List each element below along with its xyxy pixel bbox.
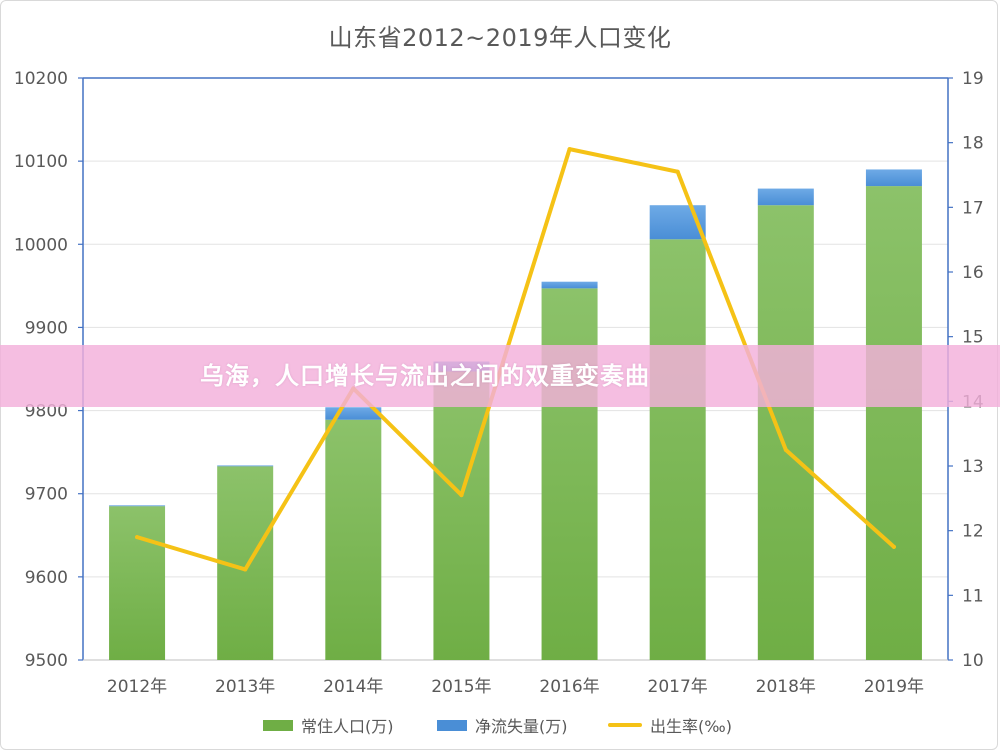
birth-rate-point [891,544,896,549]
x-tick-label: 2018年 [756,677,816,697]
chart-title: 山东省2012~2019年人口变化 [328,24,672,52]
left-tick-label: 10000 [14,235,68,255]
bar-outflow [757,188,814,206]
right-tick-label: 19 [962,69,984,89]
chart-legend: 常住人口(万) 净流失量(万) 出生率(‰) [0,712,1000,738]
right-tick-label: 12 [962,522,984,542]
left-tick-label: 9500 [25,651,68,671]
x-tick-label: 2013年 [215,677,275,697]
birth-rate-point [243,567,248,572]
x-tick-label: 2017年 [648,677,708,697]
bar-outflow [865,169,922,187]
left-tick-label: 9900 [25,318,68,338]
birth-rate-point [567,147,572,152]
right-tick-label: 18 [962,134,984,154]
bar-population [109,506,166,660]
x-tick-label: 2014年 [323,677,383,697]
bar-outflow [541,281,598,289]
bar-population [649,239,706,660]
left-tick-label: 10200 [14,69,68,89]
overlay-banner [0,345,1000,407]
bar-outflow [217,465,274,467]
legend-item-population: 常住人口(万) [263,712,394,738]
x-tick-label: 2012年 [107,677,167,697]
legend-swatch-outflow [437,719,467,731]
bar-population [865,186,922,661]
banner-text: 乌海，人口增长与流出之间的双重变奏曲 [200,362,650,390]
right-tick-label: 10 [962,651,984,671]
right-tick-label: 15 [962,328,984,348]
legend-item-outflow: 净流失量(万) [437,712,568,738]
legend-label-birth-rate: 出生率(‰) [650,717,732,736]
left-tick-label: 9600 [25,568,68,588]
right-tick-label: 13 [962,457,984,477]
legend-swatch-population [263,719,293,731]
right-tick-label: 16 [962,263,984,283]
x-tick-label: 2019年 [864,677,924,697]
birth-rate-point [783,447,788,452]
birth-rate-point [675,169,680,174]
bar-population [433,371,490,660]
legend-label-population: 常住人口(万) [301,717,394,736]
legend-label-outflow: 净流失量(万) [475,717,568,736]
right-tick-label: 11 [962,586,984,606]
bar-population [757,205,814,661]
bar-outflow [109,505,166,507]
legend-item-birth-rate: 出生率(‰) [608,712,732,738]
left-tick-label: 10100 [14,152,68,172]
x-tick-label: 2016年 [539,677,599,697]
bar-population [325,419,382,660]
birth-rate-point [135,535,140,540]
birth-rate-point [459,493,464,498]
x-tick-label: 2015年 [431,677,491,697]
right-tick-label: 17 [962,198,984,218]
left-tick-label: 9700 [25,485,68,505]
legend-swatch-birth-rate [608,723,642,727]
